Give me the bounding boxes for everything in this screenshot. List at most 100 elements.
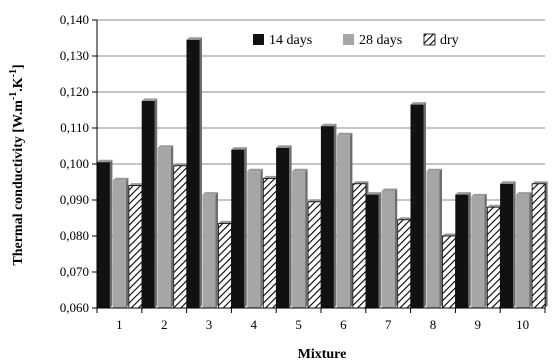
bar-top	[500, 181, 516, 184]
legend-label-14-days: 14 days	[269, 33, 312, 48]
bar-side	[260, 168, 263, 308]
bar-dry-10	[531, 183, 546, 309]
bar-dry-7	[397, 219, 412, 309]
bar-side	[289, 145, 292, 308]
bar-top	[426, 168, 442, 172]
bar-top	[96, 159, 113, 163]
bar-28-days-1	[112, 180, 126, 308]
bar-top	[532, 181, 548, 184]
bar-top	[365, 192, 382, 195]
bar-top	[455, 192, 471, 195]
x-tick-label: 8	[430, 317, 437, 332]
bar-28-days-6	[336, 135, 350, 308]
bar-side	[215, 192, 218, 308]
x-tick-label: 7	[385, 317, 392, 332]
bar-dry-2	[173, 165, 188, 309]
x-tick-label: 9	[475, 317, 482, 332]
bar-side	[513, 181, 516, 308]
bar-dry-6	[352, 183, 367, 309]
x-tick-label: 5	[295, 317, 302, 332]
bar-side	[545, 181, 548, 308]
bar-14-days-8	[410, 104, 424, 308]
bar-dry-9	[486, 206, 501, 309]
y-tick-label: 0,070	[60, 264, 89, 279]
bar-side	[484, 193, 487, 308]
bar-top	[410, 102, 426, 105]
bar-28-days-4	[247, 171, 261, 308]
bar-top	[202, 192, 218, 195]
bar-28-days-3	[202, 194, 216, 308]
y-tick-label: 0,140	[60, 12, 89, 27]
x-tick-label: 3	[206, 317, 213, 332]
bar-28-days-2	[157, 147, 171, 308]
legend-swatch-14-days	[253, 34, 264, 45]
bar-top	[173, 163, 190, 166]
bar-side	[529, 192, 532, 308]
bar-side	[244, 147, 247, 308]
bar-side	[439, 168, 442, 308]
legend-label-dry: dry	[440, 33, 459, 48]
bar-top	[336, 132, 353, 136]
bar-side	[305, 168, 308, 308]
bar-28-days-7	[381, 191, 395, 308]
bar-28-days-10	[516, 194, 530, 308]
legend: 14 days 28 days dry	[253, 33, 459, 48]
bar-side	[423, 102, 426, 308]
bar-top	[157, 145, 174, 148]
y-tick-label: 0,100	[60, 156, 89, 171]
bar-top	[292, 168, 308, 172]
x-tick-label: 4	[251, 317, 258, 332]
bar-top	[186, 37, 202, 40]
bar-top	[141, 98, 158, 101]
bar-14-days-6	[320, 126, 334, 308]
y-tick-label: 0,120	[60, 84, 89, 99]
y-tick-labels: 0,060 0,070 0,080 0,090 0,100 0,110 0,120 0,130…	[60, 12, 89, 315]
x-tick-label: 10	[516, 317, 529, 332]
bar-top	[112, 177, 129, 181]
axes	[96, 20, 546, 313]
bar-14-days-9	[455, 194, 469, 308]
bar-dry-3	[218, 222, 232, 309]
bar-14-days-1	[96, 162, 110, 308]
bar-14-days-2	[141, 101, 155, 308]
bar-top	[276, 145, 292, 148]
bar-dry-1	[128, 185, 143, 309]
legend-swatch-dry	[423, 33, 436, 46]
x-tick-labels: 1 2 3 4 5 6 7 8 9 10	[116, 317, 529, 332]
bar-top	[247, 168, 263, 172]
bar-14-days-3	[186, 39, 200, 309]
x-tick-label: 1	[116, 317, 123, 332]
bar-28-days-5	[292, 171, 306, 308]
bar-side	[333, 123, 337, 308]
y-tick-label: 0,130	[60, 48, 89, 63]
bar-side	[154, 98, 158, 308]
bar-dry-4	[262, 177, 277, 309]
x-tick-label: 2	[161, 317, 168, 332]
legend-label-28-days: 28 days	[359, 33, 402, 48]
bar-top	[218, 220, 234, 224]
legend-swatch-28-days	[343, 34, 354, 45]
bar-top	[397, 217, 414, 220]
bar-14-days-7	[365, 194, 379, 308]
bar-side	[125, 177, 129, 308]
bar-top	[471, 193, 487, 197]
bar-side	[349, 132, 353, 308]
bar-14-days-4	[231, 149, 245, 308]
bar-top	[516, 192, 532, 195]
bars	[96, 37, 548, 309]
bar-14-days-10	[500, 183, 514, 308]
bar-top	[231, 147, 247, 150]
bar-14-days-5	[276, 147, 290, 308]
bar-dry-8	[442, 235, 456, 309]
bar-side	[468, 192, 471, 308]
bar-top	[263, 175, 279, 179]
bar-top	[352, 181, 369, 184]
bar-top	[308, 199, 324, 202]
y-tick-label: 0,090	[60, 192, 89, 207]
bar-top	[128, 183, 145, 186]
bar-top	[442, 233, 458, 236]
y-tick-label: 0,060	[60, 300, 89, 315]
bar-top	[487, 204, 503, 208]
x-tick-label: 6	[340, 317, 347, 332]
